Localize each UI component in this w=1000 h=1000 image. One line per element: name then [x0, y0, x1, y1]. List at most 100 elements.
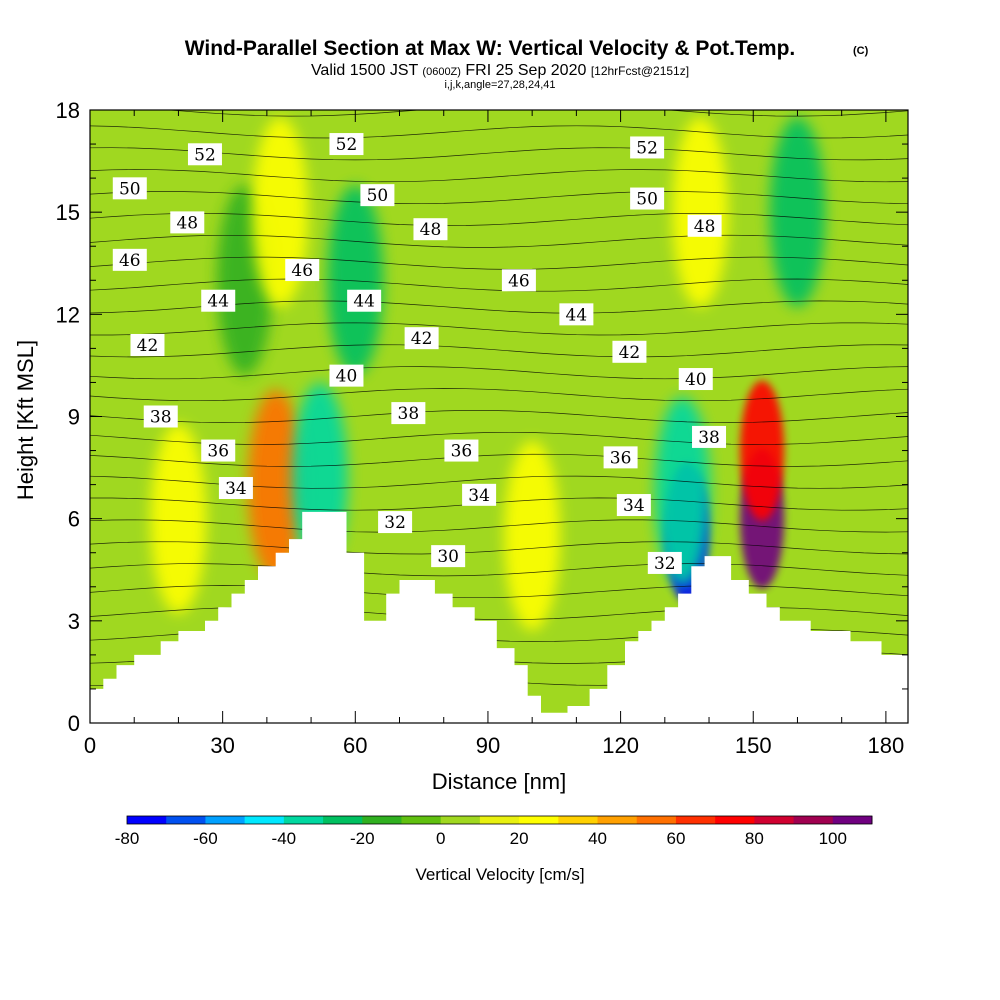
colorbar-segment	[283, 816, 324, 824]
isentrope-line	[90, 147, 908, 161]
contour-label: 38	[398, 404, 420, 424]
w-zone	[150, 423, 207, 614]
colorbar-segment	[636, 816, 677, 824]
contour-label-box	[501, 269, 536, 292]
isentrope-line	[90, 497, 908, 511]
isentrope-line	[90, 344, 908, 358]
theta-contour-labels: 52 52 52 50 50 50 48 48 48 46 46 46 44 44 44 42 42 42 40 40…	[112, 133, 727, 574]
chart-subtitle: Valid 1500 JST (0600Z) FRI 25 Sep 2020 […	[311, 62, 689, 79]
contour-label: 46	[291, 261, 313, 281]
contour-label-box	[112, 177, 147, 200]
x-tick-label: 180	[868, 733, 905, 758]
contour-label: 48	[694, 217, 716, 237]
isentrope-line	[90, 453, 908, 467]
contour-label-box	[170, 211, 205, 234]
contour-label-box	[112, 248, 147, 271]
colorbar-segment	[440, 816, 481, 824]
contour-label: 40	[336, 367, 358, 387]
isentrope-line	[90, 125, 908, 139]
contour-label-box	[329, 364, 364, 387]
x-tick-label: 30	[210, 733, 234, 758]
isentrope-line	[164, 110, 908, 117]
contour-label: 34	[225, 479, 247, 499]
contour-label: 50	[367, 186, 389, 206]
contour-label: 46	[119, 251, 141, 271]
contour-label: 40	[685, 370, 707, 390]
colorbar-tick-label: 40	[588, 829, 607, 848]
contour-label-box	[444, 439, 479, 462]
w-zone	[740, 380, 785, 521]
isentrope-line	[90, 563, 908, 577]
contour-label: 36	[207, 442, 229, 462]
contour-label: 30	[437, 547, 459, 567]
contour-label-box	[201, 289, 236, 312]
contour-label: 36	[610, 448, 632, 468]
contour-label-box	[187, 143, 222, 166]
y-tick-label: 0	[68, 711, 80, 736]
isentrope-line	[90, 256, 908, 270]
w-zone	[327, 185, 384, 376]
colorbar-tick-label: 60	[666, 829, 685, 848]
colorbar-segment	[793, 816, 834, 824]
x-tick-label: 60	[343, 733, 367, 758]
x-tick-label: 120	[602, 733, 639, 758]
colorbar-tick-label: 100	[819, 829, 847, 848]
contour-label-box	[218, 477, 253, 500]
forecast-tag: [12hrFcst@2151z]	[591, 64, 689, 78]
isentrope-line	[90, 212, 908, 226]
colorbar-segment	[675, 816, 716, 824]
colorbar-frame	[126, 815, 873, 825]
isentrope-line	[90, 366, 908, 380]
contour-label: 36	[451, 442, 473, 462]
grid-indices: i,j,k,angle=27,28,24,41	[444, 79, 555, 91]
contour-label: 44	[207, 292, 229, 312]
contour-label-box	[378, 511, 413, 534]
contour-label-box	[678, 368, 713, 391]
valid-time-z: (0600Z)	[422, 66, 461, 78]
w-zone	[504, 440, 561, 631]
colorbar-segment	[715, 816, 755, 824]
axis-ticks	[89, 109, 908, 724]
w-zone	[247, 389, 304, 580]
x-tick-label: 150	[735, 733, 772, 758]
contour-label-box	[130, 333, 165, 356]
contour-label-box	[329, 133, 364, 156]
contour-label: 44	[353, 292, 375, 312]
contour-label-box	[603, 446, 638, 469]
contour-label-box	[201, 439, 236, 462]
isentrope-line	[90, 410, 908, 423]
colorbar-segment	[401, 816, 442, 824]
contour-label: 34	[623, 496, 645, 516]
isentrope-line	[90, 541, 908, 555]
colorbar-segment	[832, 816, 873, 824]
contour-label-box	[687, 214, 722, 237]
colorbar-tick-label: -20	[350, 829, 375, 848]
contour-label: 34	[468, 486, 490, 506]
y-tick-label: 9	[68, 405, 80, 430]
contour-label: 44	[566, 305, 588, 325]
isentrope-line	[90, 191, 908, 205]
contour-label-box	[692, 425, 727, 448]
colorbar-segment	[244, 816, 285, 824]
contour-label-box	[285, 259, 320, 282]
colorbar-tick-labels: -80 -60 -40 -20 0 20 40 60 80 100	[115, 829, 847, 848]
isentrope-line	[90, 519, 908, 533]
contour-label: 42	[619, 343, 641, 363]
contour-label: 52	[194, 145, 216, 165]
contour-label: 42	[137, 336, 159, 356]
contour-label-box	[143, 405, 178, 428]
x-axis-label: Distance [nm]	[432, 769, 567, 794]
contour-label: 48	[420, 220, 442, 240]
contour-label-box	[612, 340, 647, 363]
contour-label-box	[630, 187, 665, 210]
colorbar-segment	[597, 816, 638, 824]
contour-label: 32	[384, 513, 406, 533]
contour-label: 38	[150, 408, 172, 428]
colorbar-title: Vertical Velocity [cm/s]	[415, 865, 584, 884]
x-tick-label: 0	[84, 733, 96, 758]
copyright-mark: (C)	[853, 45, 869, 57]
theta-isentropes	[90, 110, 908, 686]
y-tick-label: 18	[56, 98, 80, 123]
contour-label-box	[347, 289, 382, 312]
